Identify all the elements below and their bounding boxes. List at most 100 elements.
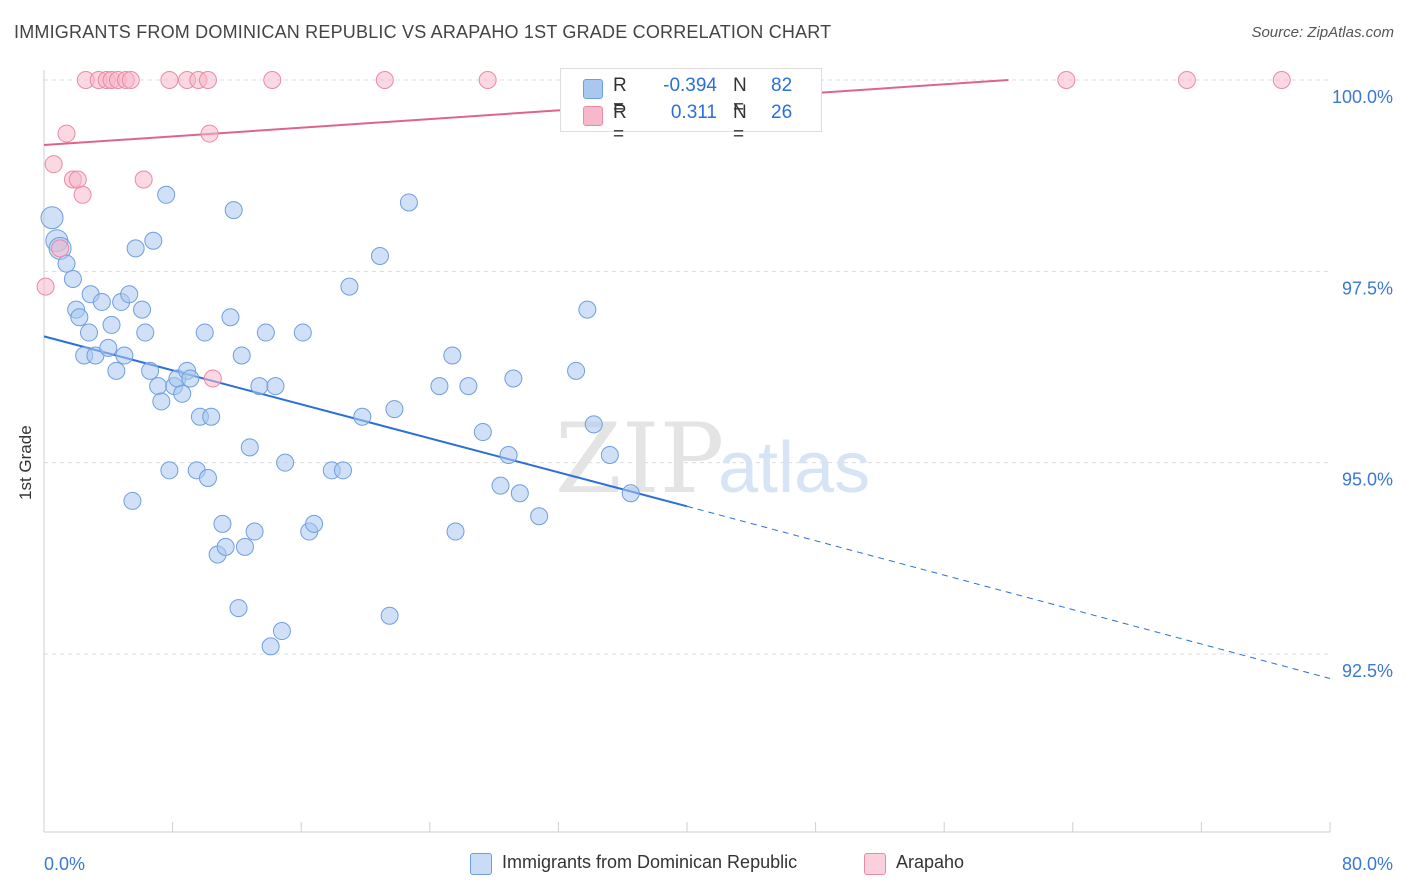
data-point-dominican [430,377,449,396]
data-point-dominican [115,346,134,365]
data-point-arapaho [57,124,76,143]
data-point-dominican [232,346,251,365]
data-point-dominican [256,323,275,342]
data-point-dominican [530,507,549,526]
legend-label-dominican: Immigrants from Dominican Republic [502,852,798,872]
data-point-dominican [443,346,462,365]
data-point-dominican [202,407,221,426]
data-point-arapaho [263,71,282,89]
data-point-dominican [229,599,248,618]
data-point-dominican [216,537,235,556]
data-point-arapaho [121,71,140,89]
data-point-dominican [473,423,492,442]
data-point-dominican [80,323,99,342]
r-value: 0.311 [670,102,717,123]
y-tick-label: 100.0% [1332,87,1393,107]
data-point-dominican [240,438,259,457]
data-point-dominican [221,308,240,327]
data-point-dominican [276,453,295,472]
data-point-arapaho [1272,71,1291,89]
data-point-arapaho [200,124,219,143]
data-point-dominican [504,369,523,388]
legend-swatch-dominican [583,79,603,99]
data-point-dominican [491,476,510,495]
data-point-arapaho [134,170,153,189]
data-point-dominican [181,369,200,388]
n-value: 26 [771,102,793,123]
grid-lines [44,79,1330,655]
stats-legend: R = -0.394 N = 82 R = 0.311 N = 26 [560,68,822,145]
r-value: -0.394 [663,75,717,96]
data-point-arapaho [44,155,63,174]
data-point-dominican [578,300,597,319]
data-point-dominican [107,361,126,380]
data-point-arapaho [160,71,179,89]
trend-line-arapaho [43,79,1009,147]
tick-labels: 92.5% 95.0% 97.5% 100.0% 0.0% 80.0% [44,87,1393,874]
r-label: R = [613,75,627,118]
data-point-arapaho [51,239,70,258]
data-point-arapaho [375,71,394,89]
data-point-dominican [92,292,111,311]
data-point-arapaho [198,71,217,89]
data-point-dominican [499,446,518,465]
n-value: 82 [771,75,793,96]
legend-swatch-dominican [470,853,492,875]
data-point-dominican [353,407,372,426]
watermark-zip: ZIP [555,403,724,515]
trend-lines [43,79,1331,679]
data-point-dominican [250,377,269,396]
data-point-dominican [160,461,179,480]
data-point-dominican [266,377,285,396]
data-point-dominican [99,338,118,357]
data-point-dominican [272,622,291,641]
legend-swatch-arapaho [864,853,886,875]
data-point-dominican [235,537,254,556]
data-point-dominican [340,277,359,296]
data-point-dominican [173,384,192,403]
data-point-dominican [293,323,312,342]
data-point-dominican [333,461,352,480]
data-point-dominican [123,491,142,510]
legend-swatch-arapaho [583,106,603,126]
data-points [36,71,1291,656]
data-point-arapaho [203,369,222,388]
data-point-dominican [459,377,478,396]
data-point-dominican [370,247,389,266]
y-tick-label: 92.5% [1342,661,1393,681]
data-point-dominican [380,606,399,625]
data-point-arapaho [73,185,92,204]
y-tick-label: 97.5% [1342,278,1393,298]
data-point-dominican [584,415,603,434]
data-point-dominican [198,468,217,487]
data-point-dominican [102,315,121,334]
data-point-dominican [446,522,465,541]
data-point-dominican [136,323,155,342]
data-point-dominican [305,514,324,533]
data-point-dominican [261,637,280,656]
data-point-dominican [213,514,232,533]
data-point-dominican [57,254,76,273]
data-point-arapaho [68,170,87,189]
data-point-dominican [195,323,214,342]
y-tick-label: 95.0% [1342,470,1393,490]
x-tick-label: 80.0% [1342,854,1393,874]
data-point-arapaho [36,277,55,296]
data-point-dominican [600,446,619,465]
data-point-dominican [621,484,640,503]
data-point-dominican [126,239,145,258]
data-point-dominican [144,231,163,250]
data-point-arapaho [1177,71,1196,89]
legend-label-arapaho: Arapaho [896,852,965,872]
chart-title: IMMIGRANTS FROM DOMINICAN REPUBLIC VS AR… [14,22,832,42]
data-point-dominican [224,201,243,220]
data-point-arapaho [1057,71,1076,89]
data-point-dominican [141,361,160,380]
data-point-dominican [133,300,152,319]
data-point-dominican [40,206,64,230]
axes [43,70,1331,833]
n-label: N = [733,102,747,145]
data-point-dominican [567,361,586,380]
